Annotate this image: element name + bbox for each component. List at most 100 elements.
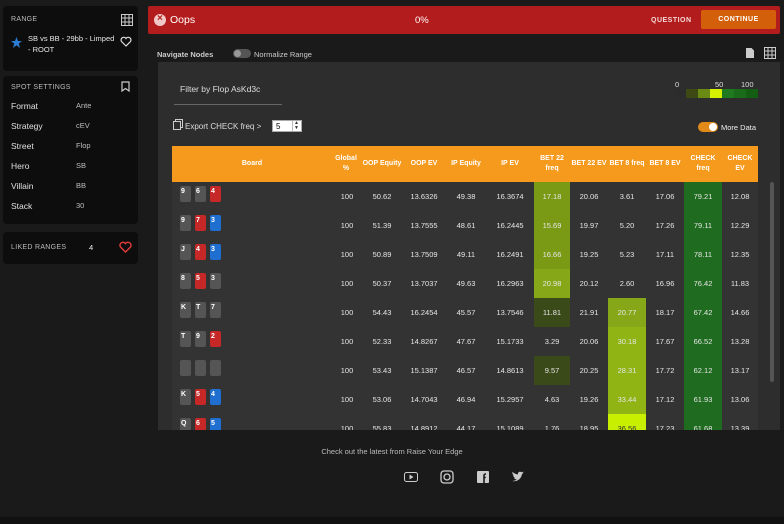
table-cell: 47.67 (456, 336, 476, 346)
spot-row-format: Format Ante (11, 101, 92, 111)
table-row[interactable]: J 4 3 100 50.89 13.7509 49.11 16.2491 16.66 19.25… (172, 240, 758, 270)
playing-card: 3 (210, 215, 221, 231)
header-ip-ev[interactable]: IP EV (501, 160, 519, 167)
table-cell: 66.52 (684, 327, 722, 356)
taskbar (0, 517, 784, 524)
grid-icon[interactable] (121, 14, 133, 26)
table-cell: 15.69 (534, 211, 570, 240)
table-cell: 1.76 (544, 424, 560, 430)
status-text: Oops (170, 14, 196, 26)
table-row[interactable]: 100 53.43 15.1387 46.57 14.8613 9.57 20.25 28.3… (172, 356, 758, 386)
playing-card: 3 (210, 244, 221, 260)
header-bet22-freq[interactable]: BET 22 freq (540, 155, 564, 172)
header-check-freq[interactable]: CHECK freq (690, 155, 716, 172)
scrollbar[interactable] (770, 182, 774, 382)
normalize-label: Normalize Range (254, 50, 312, 59)
table-cell: 100 (340, 423, 354, 431)
document-icon[interactable] (745, 47, 755, 59)
header-bet22-ev[interactable]: BET 22 EV (571, 160, 607, 167)
table-row[interactable]: 9 7 3 100 51.39 13.7555 48.61 16.2445 15.69 19.97… (172, 211, 758, 241)
table-cell: 61.68 (684, 414, 722, 430)
table-cell: 12.29 (730, 220, 750, 230)
board-cards (180, 356, 240, 384)
playing-card: 6 (195, 418, 206, 430)
table-cell: 15.1733 (496, 336, 524, 346)
header-oop-equity[interactable]: OOP Equity (362, 160, 402, 167)
table-cell: 5.23 (619, 250, 635, 259)
table-cell: 20.12 (579, 278, 599, 288)
table-cell: 45.57 (456, 307, 476, 317)
table-cell: 5.20 (619, 221, 635, 230)
copy-icon[interactable] (173, 119, 183, 130)
table-cell: 52.33 (372, 336, 392, 346)
table-cell: 2.60 (619, 279, 635, 288)
heart-icon[interactable] (120, 36, 132, 47)
table-cell: 46.57 (456, 365, 476, 375)
table-row[interactable]: K T 7 100 54.43 16.2454 45.57 13.7546 11.81 21.91… (172, 298, 758, 328)
footer-text: Check out the latest from Raise Your Edg… (321, 447, 463, 456)
spot-row-stack: Stack 30 (11, 201, 85, 211)
table-cell: 16.2454 (410, 307, 438, 317)
table-cell: 13.6326 (410, 191, 438, 201)
table-cell: 16.2963 (496, 278, 524, 288)
instagram-icon[interactable] (440, 470, 454, 484)
table-cell: 76.42 (684, 269, 722, 298)
table-cell: 14.8912 (410, 423, 438, 431)
table-cell: 13.7037 (410, 278, 438, 288)
bookmark-icon[interactable] (121, 81, 130, 92)
table-row[interactable]: K 5 4 100 53.06 14.7043 46.94 15.2957 4.63 19.26 3… (172, 385, 758, 415)
playing-card: K (180, 389, 191, 405)
header-check-ev[interactable]: CHECK EV (727, 155, 753, 172)
table-cell: 17.06 (655, 191, 675, 201)
header-board[interactable]: Board (241, 160, 263, 167)
color-legend (674, 89, 758, 98)
table-cell: 100 (340, 336, 354, 346)
spot-row-villain: Villain BB (11, 181, 87, 191)
twitter-icon[interactable] (511, 470, 525, 484)
export-input[interactable]: 5 ▲ ▼ (272, 120, 302, 132)
table-row[interactable]: T 9 2 100 52.33 14.8267 47.67 15.1733 3.29 20.06 3… (172, 327, 758, 357)
table-cell: 18.95 (579, 423, 599, 431)
table-cell: 16.66 (534, 240, 570, 269)
table-cell: 100 (340, 307, 354, 317)
header-ip-equity[interactable]: IP Equity (451, 160, 481, 167)
facebook-icon[interactable] (476, 470, 490, 484)
table-row[interactable]: 9 6 4 100 50.62 13.6326 49.38 16.3674 17.18 20.06… (172, 182, 758, 212)
playing-card: 4 (195, 244, 206, 260)
table-cell: 18.17 (655, 307, 675, 317)
table-row[interactable]: Q 6 5 100 55.83 14.8912 44.17 15.1089 1.76 18.95 3… (172, 414, 758, 430)
playing-card: 5 (195, 389, 206, 405)
star-icon[interactable] (11, 37, 22, 48)
table-cell: 16.2491 (496, 249, 524, 259)
playing-card: 7 (210, 302, 221, 318)
table-cell: 15.2957 (496, 394, 524, 404)
playing-card (180, 360, 191, 376)
more-data-toggle[interactable] (698, 122, 718, 132)
table-row[interactable]: 8 5 3 100 50.37 13.7037 49.63 16.2963 20.98 20.12… (172, 269, 758, 299)
table-cell: 20.98 (534, 269, 570, 298)
table-cell: 13.17 (730, 365, 750, 375)
header-global[interactable]: Global % (335, 155, 357, 172)
table-cell: 53.43 (372, 365, 392, 375)
continue-button[interactable]: CONTINUE (701, 10, 776, 29)
playing-card: 5 (210, 418, 221, 430)
filter-modal: Filter by Flop AsKd3c 0 50 100 Export CH… (158, 62, 780, 430)
header-oop-ev[interactable]: OOP EV (410, 160, 438, 167)
table-cell: 100 (340, 278, 354, 288)
table-cell: 17.11 (655, 249, 675, 259)
liked-ranges-card[interactable]: LIKED RANGES 4 (3, 232, 138, 264)
youtube-icon[interactable] (404, 470, 418, 484)
heart-icon[interactable] (119, 241, 132, 253)
error-icon: × (154, 13, 166, 26)
header-bet8-freq[interactable]: BET 8 freq (609, 160, 645, 167)
table-cell: 19.25 (579, 249, 599, 259)
normalize-toggle[interactable] (233, 49, 251, 58)
header-bet8-ev[interactable]: BET 8 EV (649, 160, 681, 167)
question-link[interactable]: QUESTION (651, 17, 692, 24)
grid-icon[interactable] (764, 47, 776, 59)
table-cell: 20.25 (579, 365, 599, 375)
